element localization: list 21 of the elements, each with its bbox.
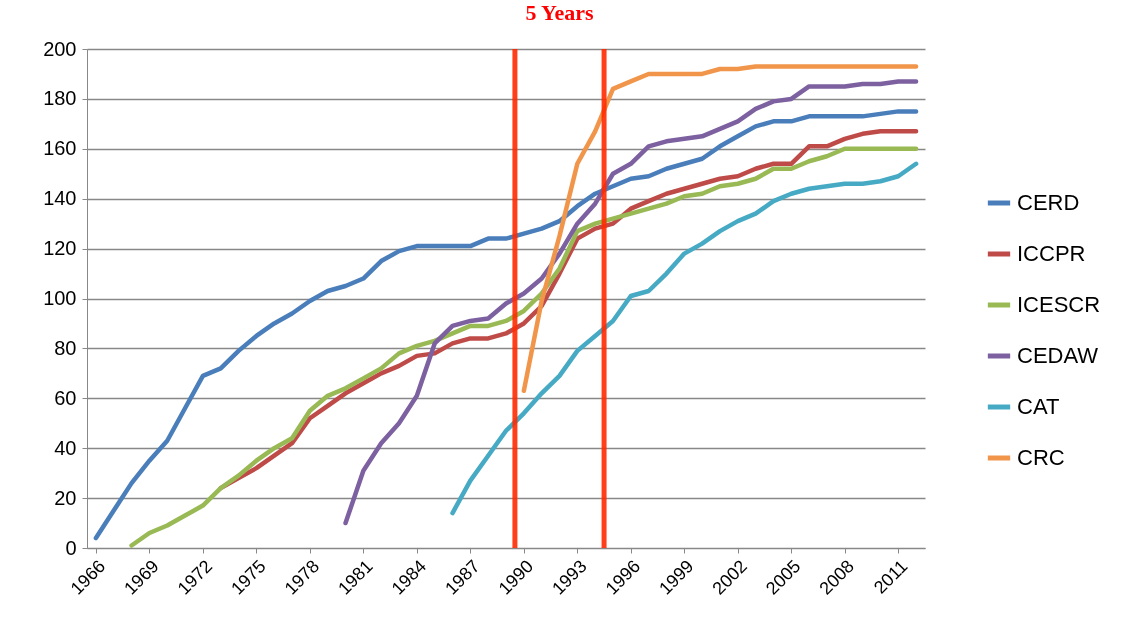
y-tick-label: 180 (43, 87, 77, 110)
y-tick-label: 160 (43, 137, 77, 160)
y-tick-label: 140 (43, 187, 77, 210)
legend-label: ICESCR (1017, 292, 1101, 317)
legend-label: CAT (1017, 394, 1060, 419)
text: 5 Years (525, 0, 595, 25)
y-tick-label: 100 (43, 287, 77, 309)
y-tick-label: 200 (43, 37, 77, 60)
legend-label: CRC (1017, 445, 1065, 470)
legend-label: CEDAW (1017, 343, 1099, 368)
y-tick-label: 60 (54, 386, 77, 409)
line-series (343, 79, 919, 526)
y-tick-label: 120 (43, 237, 77, 260)
line-series (521, 64, 919, 394)
y-tick-label: 20 (54, 486, 77, 509)
legend-label: CERD (1017, 190, 1080, 215)
y-tick-label: 40 (54, 436, 77, 459)
y-tick-label: 0 (65, 536, 77, 559)
y-tick-label: 80 (54, 336, 77, 359)
line-series (450, 161, 919, 516)
legend-label: ICCPR (1017, 241, 1086, 266)
